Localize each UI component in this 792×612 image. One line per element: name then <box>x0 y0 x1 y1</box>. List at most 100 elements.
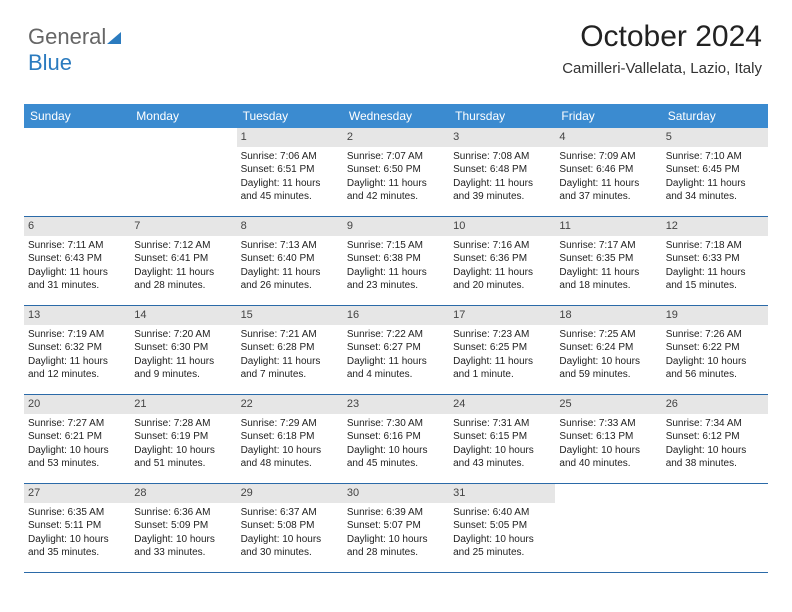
sunset-text: Sunset: 6:18 PM <box>241 430 339 444</box>
sunset-text: Sunset: 5:09 PM <box>134 519 232 533</box>
sunset-text: Sunset: 6:32 PM <box>28 341 126 355</box>
calendar: SundayMondayTuesdayWednesdayThursdayFrid… <box>24 104 768 573</box>
day-number: 7 <box>130 217 236 236</box>
sunrise-text: Sunrise: 6:40 AM <box>453 506 551 520</box>
sunrise-text: Sunrise: 7:26 AM <box>666 328 764 342</box>
location-subtitle: Camilleri-Vallelata, Lazio, Italy <box>562 60 762 77</box>
sunset-text: Sunset: 6:50 PM <box>347 163 445 177</box>
day-cell: 1Sunrise: 7:06 AMSunset: 6:51 PMDaylight… <box>237 128 343 216</box>
day-cell: 23Sunrise: 7:30 AMSunset: 6:16 PMDayligh… <box>343 395 449 483</box>
daylight-text: Daylight: 10 hours and 40 minutes. <box>559 444 657 471</box>
day-header: Monday <box>130 104 236 128</box>
sunrise-text: Sunrise: 7:23 AM <box>453 328 551 342</box>
day-number: 18 <box>555 306 661 325</box>
day-cell: 27Sunrise: 6:35 AMSunset: 5:11 PMDayligh… <box>24 484 130 572</box>
day-cell: 7Sunrise: 7:12 AMSunset: 6:41 PMDaylight… <box>130 217 236 305</box>
daylight-text: Daylight: 11 hours and 39 minutes. <box>453 177 551 204</box>
sunset-text: Sunset: 6:16 PM <box>347 430 445 444</box>
sunrise-text: Sunrise: 7:20 AM <box>134 328 232 342</box>
day-cell: 17 Sunrise: 7:23 AMSunset: 6:25 PMDayligh… <box>449 306 555 394</box>
sunset-text: Sunset: 5:05 PM <box>453 519 551 533</box>
week-row: 6Sunrise: 7:11 AMSunset: 6:43 PMDaylight… <box>24 217 768 306</box>
day-number: 19 <box>662 306 768 325</box>
sunset-text: Sunset: 6:22 PM <box>666 341 764 355</box>
day-cell: 19Sunrise: 7:26 AMSunset: 6:22 PMDayligh… <box>662 306 768 394</box>
daylight-text: Daylight: 10 hours and 38 minutes. <box>666 444 764 471</box>
day-number: 10 <box>449 217 555 236</box>
sunrise-text: Sunrise: 6:39 AM <box>347 506 445 520</box>
sunrise-text: Sunrise: 7:08 AM <box>453 150 551 164</box>
daylight-text: Daylight: 11 hours and 37 minutes. <box>559 177 657 204</box>
sunset-text: Sunset: 6:12 PM <box>666 430 764 444</box>
sunrise-text: Sunrise: 7:16 AM <box>453 239 551 253</box>
sunset-text: Sunset: 6:15 PM <box>453 430 551 444</box>
day-number: 21 <box>130 395 236 414</box>
sunset-text: Sunset: 6:27 PM <box>347 341 445 355</box>
sunset-text: Sunset: 5:07 PM <box>347 519 445 533</box>
day-number: 5 <box>662 128 768 147</box>
daylight-text: Daylight: 10 hours and 45 minutes. <box>347 444 445 471</box>
day-cell: 8Sunrise: 7:13 AMSunset: 6:40 PMDaylight… <box>237 217 343 305</box>
day-cell: 31Sunrise: 6:40 AMSunset: 5:05 PMDayligh… <box>449 484 555 572</box>
logo-triangle-icon <box>107 32 121 44</box>
daylight-text: Daylight: 10 hours and 35 minutes. <box>28 533 126 560</box>
sunrise-text: Sunrise: 7:34 AM <box>666 417 764 431</box>
daylight-text: Daylight: 10 hours and 59 minutes. <box>559 355 657 382</box>
daylight-text: Daylight: 11 hours and 18 minutes. <box>559 266 657 293</box>
sunrise-text: Sunrise: 7:33 AM <box>559 417 657 431</box>
sunrise-text: Sunrise: 7:07 AM <box>347 150 445 164</box>
day-number: 3 <box>449 128 555 147</box>
sunset-text: Sunset: 6:48 PM <box>453 163 551 177</box>
sunset-text: Sunset: 6:46 PM <box>559 163 657 177</box>
day-number: 20 <box>24 395 130 414</box>
day-cell: 24Sunrise: 7:31 AMSunset: 6:15 PMDayligh… <box>449 395 555 483</box>
sunrise-text: Sunrise: 7:31 AM <box>453 417 551 431</box>
daylight-text: Daylight: 11 hours and 42 minutes. <box>347 177 445 204</box>
daylight-text: Daylight: 11 hours and 15 minutes. <box>666 266 764 293</box>
sunset-text: Sunset: 6:36 PM <box>453 252 551 266</box>
sunset-text: Sunset: 5:11 PM <box>28 519 126 533</box>
week-row: 13Sunrise: 7:19 AMSunset: 6:32 PMDayligh… <box>24 306 768 395</box>
day-cell <box>662 484 768 572</box>
day-number: 31 <box>449 484 555 503</box>
day-cell: 28Sunrise: 6:36 AMSunset: 5:09 PMDayligh… <box>130 484 236 572</box>
sunrise-text: Sunrise: 7:12 AM <box>134 239 232 253</box>
daylight-text: Daylight: 11 hours and 28 minutes. <box>134 266 232 293</box>
day-cell: 22Sunrise: 7:29 AMSunset: 6:18 PMDayligh… <box>237 395 343 483</box>
sunrise-text: Sunrise: 7:06 AM <box>241 150 339 164</box>
daylight-text: Daylight: 11 hours and 26 minutes. <box>241 266 339 293</box>
day-cell: 6Sunrise: 7:11 AMSunset: 6:43 PMDaylight… <box>24 217 130 305</box>
sunset-text: Sunset: 6:43 PM <box>28 252 126 266</box>
sunset-text: Sunset: 6:21 PM <box>28 430 126 444</box>
sunrise-text: Sunrise: 7:15 AM <box>347 239 445 253</box>
sunset-text: Sunset: 6:25 PM <box>453 341 551 355</box>
logo: General Blue <box>28 24 121 76</box>
day-number: 16 <box>343 306 449 325</box>
daylight-text: Daylight: 10 hours and 28 minutes. <box>347 533 445 560</box>
daylight-text: Daylight: 10 hours and 48 minutes. <box>241 444 339 471</box>
day-number: 24 <box>449 395 555 414</box>
day-header: Sunday <box>24 104 130 128</box>
sunset-text: Sunset: 5:08 PM <box>241 519 339 533</box>
logo-text-1: General <box>28 24 106 49</box>
sunrise-text: Sunrise: 7:19 AM <box>28 328 126 342</box>
day-cell: 20Sunrise: 7:27 AMSunset: 6:21 PMDayligh… <box>24 395 130 483</box>
day-cell: 18Sunrise: 7:25 AMSunset: 6:24 PMDayligh… <box>555 306 661 394</box>
daylight-text: Daylight: 11 hours and 1 minute. <box>453 355 551 382</box>
day-number: 23 <box>343 395 449 414</box>
day-cell <box>130 128 236 216</box>
sunrise-text: Sunrise: 6:37 AM <box>241 506 339 520</box>
sunset-text: Sunset: 6:51 PM <box>241 163 339 177</box>
daylight-text: Daylight: 11 hours and 7 minutes. <box>241 355 339 382</box>
day-number: 27 <box>24 484 130 503</box>
day-number: 17 <box>449 306 555 325</box>
day-cell: 4Sunrise: 7:09 AMSunset: 6:46 PMDaylight… <box>555 128 661 216</box>
day-cell: 21Sunrise: 7:28 AMSunset: 6:19 PMDayligh… <box>130 395 236 483</box>
day-cell: 15Sunrise: 7:21 AMSunset: 6:28 PMDayligh… <box>237 306 343 394</box>
day-number: 15 <box>237 306 343 325</box>
day-cell: 2Sunrise: 7:07 AMSunset: 6:50 PMDaylight… <box>343 128 449 216</box>
day-cell: 10Sunrise: 7:16 AMSunset: 6:36 PMDayligh… <box>449 217 555 305</box>
sunrise-text: Sunrise: 7:10 AM <box>666 150 764 164</box>
daylight-text: Daylight: 11 hours and 34 minutes. <box>666 177 764 204</box>
day-cell: 14Sunrise: 7:20 AMSunset: 6:30 PMDayligh… <box>130 306 236 394</box>
